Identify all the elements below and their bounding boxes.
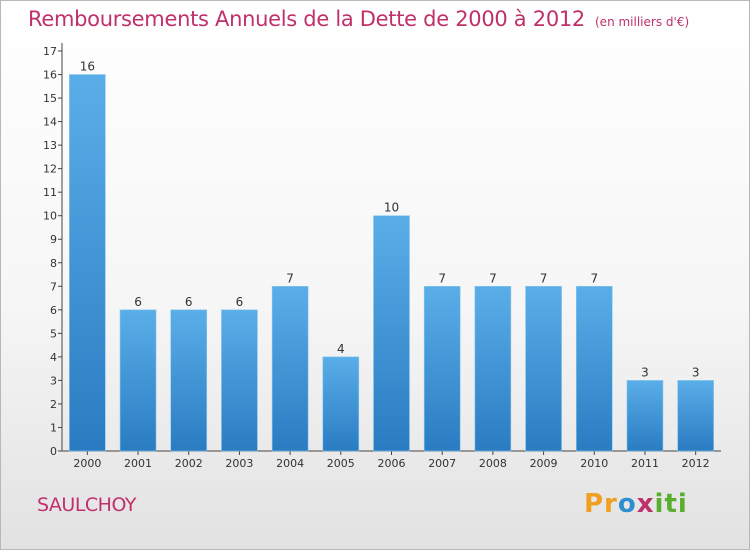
y-tick-label: 17 bbox=[43, 45, 57, 58]
chart-bars bbox=[69, 74, 714, 452]
x-tick-label: 2003 bbox=[225, 457, 253, 470]
x-tick-label: 2008 bbox=[479, 457, 507, 470]
bar bbox=[677, 380, 714, 452]
bar-value-label: 7 bbox=[540, 271, 548, 285]
y-tick-label: 9 bbox=[50, 233, 57, 246]
bar bbox=[271, 285, 309, 452]
brand-logo-part-1: Pr bbox=[584, 489, 618, 519]
y-tick-label: 0 bbox=[50, 445, 57, 458]
x-tick-label: 2000 bbox=[73, 457, 101, 470]
bar-value-label: 7 bbox=[286, 271, 294, 285]
bar-value-label: 3 bbox=[641, 365, 649, 379]
chart-title-text: Remboursements Annuels de la Dette de 20… bbox=[28, 7, 585, 31]
bar-value-label: 10 bbox=[384, 201, 399, 215]
bar bbox=[170, 309, 208, 452]
bar bbox=[575, 285, 613, 452]
bar-value-label: 4 bbox=[337, 342, 345, 356]
bar bbox=[69, 74, 106, 452]
brand-logo-part-3: x bbox=[636, 489, 655, 519]
y-tick-label: 8 bbox=[50, 257, 57, 270]
bar-value-label: 7 bbox=[590, 271, 598, 285]
x-tick-label: 2002 bbox=[175, 457, 203, 470]
y-tick-label: 11 bbox=[43, 186, 57, 199]
brand-logo-part-4: iti bbox=[654, 489, 688, 519]
bar bbox=[474, 285, 512, 452]
place-name: SAULCHOY bbox=[37, 494, 136, 516]
bar-value-label: 16 bbox=[80, 60, 95, 74]
chart-subtitle: (en milliers d'€) bbox=[595, 15, 690, 29]
bar bbox=[322, 356, 360, 452]
x-tick-label: 2007 bbox=[428, 457, 456, 470]
brand-logo[interactable]: Proxiti bbox=[584, 489, 688, 519]
bar-value-label: 7 bbox=[489, 271, 497, 285]
x-tick-label: 2009 bbox=[530, 457, 558, 470]
brand-logo-part-2: o bbox=[617, 489, 637, 519]
x-tick-label: 2005 bbox=[327, 457, 355, 470]
y-tick-label: 12 bbox=[43, 163, 57, 176]
bar-value-label: 6 bbox=[134, 295, 142, 309]
bar bbox=[423, 285, 461, 452]
x-tick-label: 2001 bbox=[124, 457, 152, 470]
bar-value-label: 3 bbox=[692, 365, 700, 379]
y-tick-label: 2 bbox=[50, 398, 57, 411]
bar bbox=[626, 380, 664, 452]
x-tick-label: 2004 bbox=[276, 457, 304, 470]
y-tick-label: 3 bbox=[50, 374, 57, 387]
y-tick-label: 1 bbox=[50, 421, 57, 434]
y-tick-label: 5 bbox=[50, 327, 57, 340]
bar bbox=[525, 285, 562, 452]
bar-value-label: 6 bbox=[185, 295, 193, 309]
bar bbox=[221, 309, 258, 452]
bar-value-label: 6 bbox=[236, 295, 244, 309]
y-tick-label: 7 bbox=[50, 280, 57, 293]
y-tick-label: 13 bbox=[43, 139, 57, 152]
y-tick-label: 4 bbox=[50, 351, 57, 364]
bar bbox=[373, 215, 410, 452]
chart-labels: 16 2000 6 2001 6 2002 6 2003 7 2004 4 2005 10 2006 7 20… bbox=[73, 60, 709, 470]
x-tick-label: 2012 bbox=[682, 457, 710, 470]
x-tick-label: 2011 bbox=[631, 457, 659, 470]
y-tick-label: 15 bbox=[43, 92, 57, 105]
chart-title: Remboursements Annuels de la Dette de 20… bbox=[28, 7, 689, 31]
bar-value-label: 7 bbox=[438, 271, 446, 285]
x-tick-label: 2006 bbox=[378, 457, 406, 470]
y-tick-label: 6 bbox=[50, 304, 57, 317]
y-tick-label: 14 bbox=[43, 116, 57, 129]
y-tick-label: 10 bbox=[43, 210, 57, 223]
x-tick-label: 2010 bbox=[580, 457, 608, 470]
bar bbox=[119, 309, 157, 452]
y-tick-label: 16 bbox=[43, 69, 57, 82]
